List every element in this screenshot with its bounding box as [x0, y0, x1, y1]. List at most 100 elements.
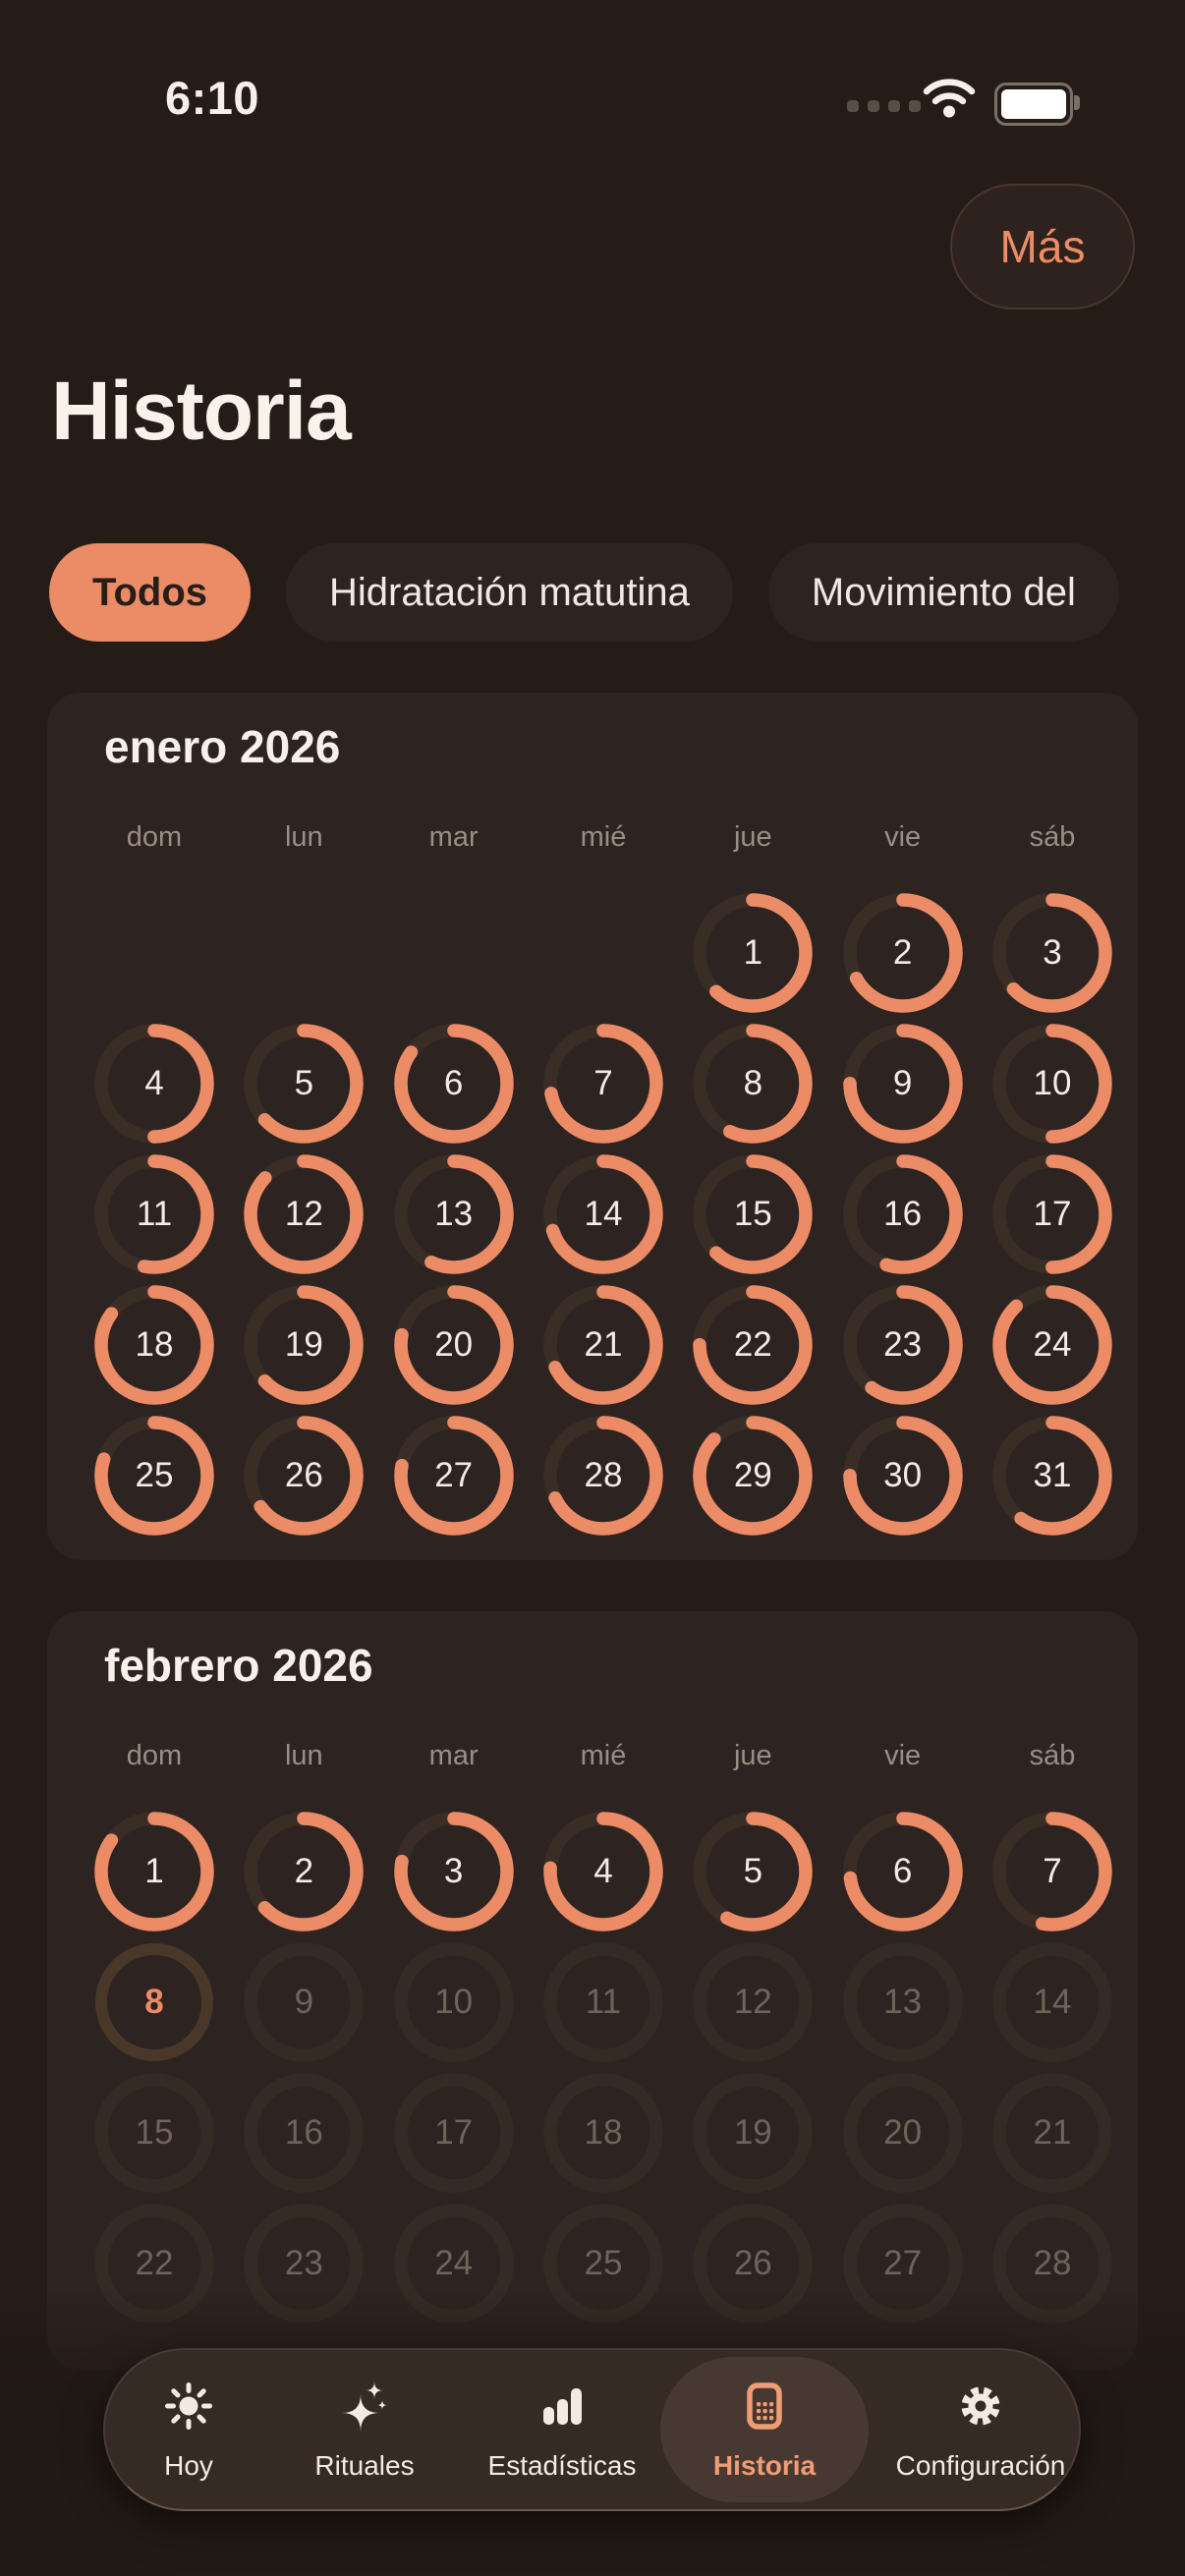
- calendar-day-enero-28[interactable]: 28: [540, 1413, 666, 1539]
- day-number: 27: [883, 2244, 923, 2282]
- calendar-day-febrero-18[interactable]: 18: [540, 2070, 666, 2196]
- calendar-day-febrero-21[interactable]: 21: [989, 2070, 1115, 2196]
- calendar-day-enero-13[interactable]: 13: [391, 1151, 517, 1277]
- calendar-day-enero-8[interactable]: 8: [690, 1021, 816, 1147]
- calendar-day-febrero-3[interactable]: 3: [391, 1809, 517, 1934]
- day-progress-ring: [992, 1812, 1112, 1932]
- more-button[interactable]: Más: [950, 184, 1135, 309]
- calendar-day-enero-19[interactable]: 19: [241, 1282, 367, 1408]
- calendar-day-enero-16[interactable]: 16: [840, 1151, 966, 1277]
- day-progress-arc: [244, 1812, 365, 1932]
- active-tab-pill: [660, 2357, 869, 2502]
- day-progress-arc: [94, 1024, 214, 1144]
- calendar-day-febrero-2[interactable]: 2: [241, 1809, 367, 1934]
- calendar-day-enero-30[interactable]: 30: [840, 1413, 966, 1539]
- calendar-day-febrero-6[interactable]: 6: [840, 1809, 966, 1934]
- calendar-day-enero-26[interactable]: 26: [241, 1413, 367, 1539]
- day-number: 19: [733, 2113, 772, 2152]
- calendar-day-febrero-12[interactable]: 12: [690, 1939, 816, 2065]
- filter-chips-row: Todos Hidratación matutina Movimiento del: [0, 542, 1138, 643]
- calendar-day-enero-27[interactable]: 27: [391, 1413, 517, 1539]
- calendar-day-febrero-17[interactable]: 17: [391, 2070, 517, 2196]
- tab-item-rituales[interactable]: Rituales: [266, 2350, 463, 2509]
- filter-chip-2[interactable]: Movimiento del: [767, 543, 1119, 642]
- weekday-label-jue: jue: [733, 821, 772, 853]
- month-card-0: enero 2026 dom lun mar mié jue vie sáb 1 2 3 4 …: [47, 693, 1138, 1560]
- calendar-day-febrero-13[interactable]: 13: [840, 1939, 966, 2065]
- calendar-day-enero-18[interactable]: 18: [91, 1282, 217, 1408]
- calendar-day-enero-15[interactable]: 15: [690, 1151, 816, 1277]
- calendar-day-febrero-20[interactable]: 20: [840, 2070, 966, 2196]
- day-progress-arc: [244, 1285, 365, 1405]
- day-progress-ring: [94, 1154, 214, 1274]
- calendar-day-enero-10[interactable]: 10: [989, 1021, 1115, 1147]
- day-progress-ring: [842, 1416, 963, 1536]
- day-progress-ring: [543, 1416, 663, 1536]
- calendar-day-enero-22[interactable]: 22: [690, 1282, 816, 1408]
- calendar-day-enero-3[interactable]: 3: [989, 890, 1115, 1016]
- day-progress-arc: [94, 1812, 214, 1932]
- tab-item-configuración[interactable]: Configuración: [882, 2350, 1079, 2509]
- calendar-day-enero-11[interactable]: 11: [91, 1151, 217, 1277]
- day-progress-arc: [842, 893, 963, 1013]
- month-title: febrero 2026: [104, 1640, 373, 1691]
- filter-chip-1[interactable]: Hidratación matutina: [286, 543, 733, 642]
- calendar-day-febrero-7[interactable]: 7: [989, 1809, 1115, 1934]
- calendar-day-enero-14[interactable]: 14: [540, 1151, 666, 1277]
- calendar-day-febrero-16[interactable]: 16: [241, 2070, 367, 2196]
- day-progress-ring: [543, 1812, 663, 1932]
- calendar-day-febrero-10[interactable]: 10: [391, 1939, 517, 2065]
- weekday-label-mar: mar: [428, 821, 479, 853]
- day-number: 2: [892, 933, 913, 972]
- calendar-day-febrero-9[interactable]: 9: [241, 1939, 367, 2065]
- page-title: Historia: [51, 364, 352, 457]
- day-number: 24: [434, 2244, 474, 2282]
- calendar-day-enero-29[interactable]: 29: [690, 1413, 816, 1539]
- calendar-day-enero-12[interactable]: 12: [241, 1151, 367, 1277]
- day-number: 4: [144, 1064, 164, 1102]
- calendar-day-febrero-1[interactable]: 1: [91, 1809, 217, 1934]
- calendar-day-enero-4[interactable]: 4: [91, 1021, 217, 1147]
- day-progress-arc: [992, 1285, 1112, 1405]
- calendar-day-febrero-11[interactable]: 11: [540, 1939, 666, 2065]
- tab-bar: Hoy Rituales Estadísticas Historia Config…: [103, 2348, 1081, 2511]
- tab-item-hoy[interactable]: Hoy: [90, 2350, 287, 2509]
- calendar-day-enero-2[interactable]: 2: [840, 890, 966, 1016]
- day-number: 11: [585, 1983, 622, 2021]
- filter-chip-0[interactable]: Todos: [49, 543, 252, 642]
- tab-item-historia[interactable]: Historia: [666, 2350, 863, 2509]
- calendar-day-enero-31[interactable]: 31: [989, 1413, 1115, 1539]
- calendar-day-febrero-19[interactable]: 19: [690, 2070, 816, 2196]
- calendar-day-enero-24[interactable]: 24: [989, 1282, 1115, 1408]
- calendar-day-enero-21[interactable]: 21: [540, 1282, 666, 1408]
- calendar-day-febrero-5[interactable]: 5: [690, 1809, 816, 1934]
- calendar-day-enero-6[interactable]: 6: [391, 1021, 517, 1147]
- day-progress-arc: [992, 1024, 1112, 1144]
- day-number: 9: [892, 1064, 913, 1102]
- day-number: 13: [434, 1195, 474, 1233]
- tab-item-estadísticas[interactable]: Estadísticas: [464, 2350, 660, 2509]
- signal-dots-icon: [847, 100, 921, 112]
- calendar-day-enero-20[interactable]: 20: [391, 1282, 517, 1408]
- calendar-day-enero-25[interactable]: 25: [91, 1413, 217, 1539]
- day-progress-ring: [992, 2073, 1112, 2193]
- calendar-day-enero-1[interactable]: 1: [690, 890, 816, 1016]
- calendar-day-febrero-15[interactable]: 15: [91, 2070, 217, 2196]
- calendar-day-febrero-8[interactable]: 8: [91, 1939, 217, 2065]
- day-progress-ring: [543, 1154, 663, 1274]
- day-progress-ring: [94, 1812, 214, 1932]
- day-number: 17: [1033, 1195, 1072, 1233]
- calendar-day-enero-23[interactable]: 23: [840, 1282, 966, 1408]
- calendar-day-enero-5[interactable]: 5: [241, 1021, 367, 1147]
- filter-chip-label: Hidratación matutina: [329, 570, 690, 614]
- day-number: 8: [743, 1064, 763, 1102]
- day-progress-ring: [693, 893, 814, 1013]
- calendar-day-febrero-4[interactable]: 4: [540, 1809, 666, 1934]
- calendar-day-enero-9[interactable]: 9: [840, 1021, 966, 1147]
- calendar-day-enero-17[interactable]: 17: [989, 1151, 1115, 1277]
- calendar-day-febrero-14[interactable]: 14: [989, 1939, 1115, 2065]
- calendar-day-enero-7[interactable]: 7: [540, 1021, 666, 1147]
- day-number: 26: [284, 1456, 323, 1494]
- day-progress-ring: [94, 1024, 214, 1144]
- day-number: 5: [743, 1852, 763, 1890]
